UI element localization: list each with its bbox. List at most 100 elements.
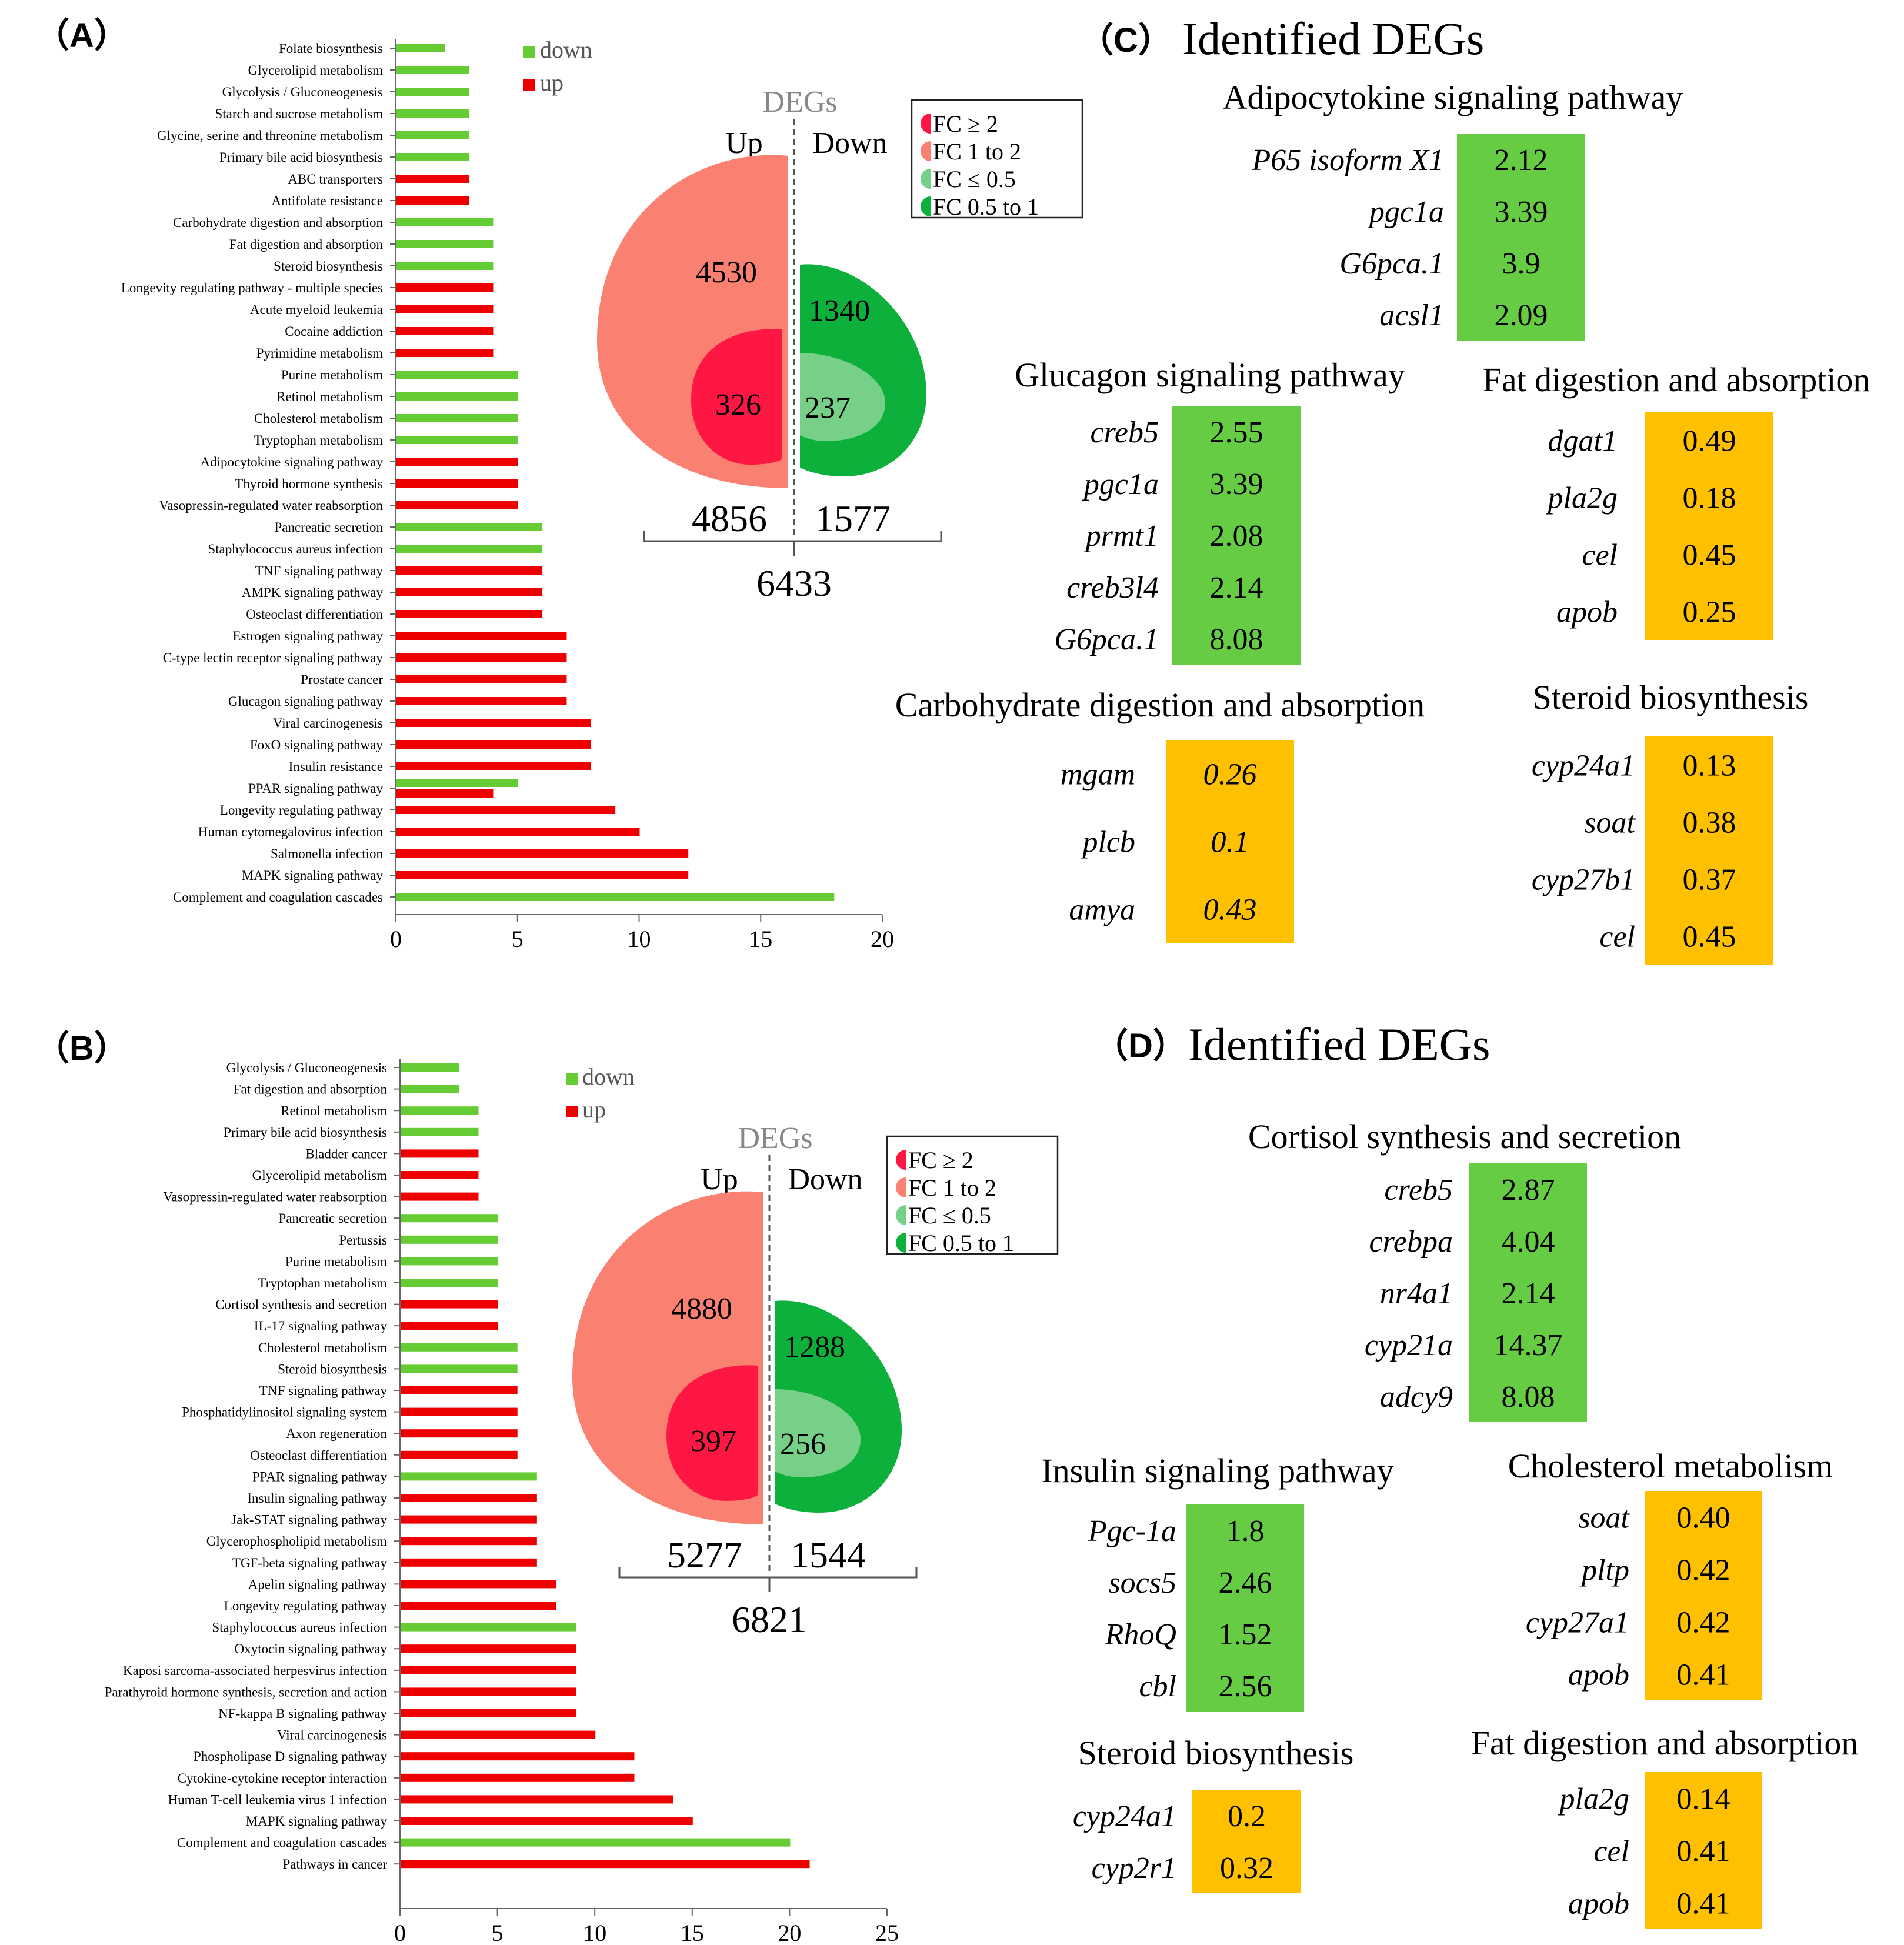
- fold-change-value: 0.40: [1677, 1502, 1730, 1535]
- fc-legend-swatch: [921, 196, 931, 216]
- legend-label-down: down: [540, 36, 592, 63]
- bar-up: [396, 828, 640, 836]
- fold-change-value: 0.14: [1677, 1783, 1730, 1816]
- pathway-title: Fat digestion and absorption: [1483, 361, 1870, 399]
- fold-change-value: 14.37: [1494, 1329, 1563, 1362]
- bar-up: [401, 1752, 635, 1761]
- deg-tables-d: Cortisol synthesis and secretion creb5 2.8…: [1041, 1117, 1858, 1929]
- bar-up: [401, 1666, 576, 1674]
- fc-legend-label: FC ≥ 2: [933, 111, 998, 137]
- category-label: Insulin resistance: [289, 759, 383, 774]
- category-label: ABC transporters: [288, 172, 383, 186]
- bar-down: [396, 893, 835, 901]
- pathway-title: Adipocytokine signaling pathway: [1223, 78, 1683, 116]
- x-tick-label: 20: [871, 926, 894, 952]
- bar-up: [396, 719, 591, 727]
- gene-name: cyp24a1: [1073, 1800, 1176, 1833]
- bar-down: [396, 44, 445, 52]
- gene-name: adcy9: [1380, 1380, 1453, 1414]
- category-label: Fat digestion and absorption: [229, 237, 384, 252]
- bar-up: [396, 632, 567, 640]
- bar-up: [396, 762, 591, 770]
- legend-swatch-down: [523, 46, 535, 58]
- category-label: Cholesterol metabolism: [254, 411, 383, 426]
- value-box: [1186, 1504, 1304, 1712]
- x-tick-label: 10: [583, 1920, 606, 1945]
- category-label: Phosphatidylinositol signaling system: [182, 1405, 387, 1420]
- category-label: Thyroid hormone synthesis: [235, 476, 383, 491]
- gene-name: creb3l4: [1066, 571, 1159, 605]
- category-label: Glycolysis / Gluconeogenesis: [226, 1060, 387, 1075]
- gene-name: RhoQ: [1105, 1618, 1176, 1652]
- fold-change-value: 0.45: [1683, 539, 1736, 572]
- up-inner-shape: [666, 1365, 758, 1501]
- legend-label-up: up: [540, 69, 563, 96]
- bar-up: [396, 458, 518, 466]
- down-inner-shape: [800, 353, 885, 441]
- bar-up: [401, 1644, 576, 1653]
- bar-up: [401, 1709, 576, 1717]
- value-box: [1645, 1491, 1762, 1700]
- gene-name: pgc1a: [1367, 195, 1444, 229]
- category-label: Longevity regulating pathway: [224, 1599, 388, 1613]
- fold-change-value: 3.39: [1210, 468, 1263, 501]
- category-label: Complement and coagulation cascades: [177, 1836, 387, 1850]
- bar-up: [396, 566, 543, 575]
- legend-label-up: up: [582, 1096, 606, 1123]
- category-label: C-type lectin receptor signaling pathway: [163, 650, 384, 665]
- bar-up: [401, 1149, 479, 1158]
- fold-change-value: 1.8: [1226, 1514, 1265, 1548]
- panel-title-c: Identified DEGs: [1182, 13, 1484, 64]
- gene-name: P65 isoform X1: [1252, 144, 1444, 177]
- fold-change-value: 8.08: [1210, 623, 1263, 656]
- gene-name: creb5: [1385, 1173, 1453, 1207]
- fc-legend-box: [886, 1135, 1059, 1255]
- up-inner-count: 326: [715, 388, 761, 422]
- fc-legend-swatch: [921, 114, 931, 134]
- bar-up: [396, 697, 567, 705]
- bar-down: [401, 1364, 518, 1373]
- category-label: Cocaine addiction: [285, 324, 383, 339]
- bar-up: [401, 1494, 537, 1502]
- category-label: Retinol metabolism: [276, 389, 383, 404]
- category-label: PPAR signaling pathway: [252, 1469, 388, 1484]
- fold-change-value: 2.12: [1495, 144, 1548, 177]
- fold-change-value: 2.56: [1219, 1670, 1272, 1703]
- fc-legend-label: FC ≤ 0.5: [933, 166, 1016, 192]
- fold-change-value: 2.14: [1502, 1277, 1555, 1310]
- category-label: Acute myeloid leukemia: [250, 302, 383, 317]
- fold-change-value: 0.41: [1677, 1659, 1730, 1692]
- gene-name: mgam: [1061, 758, 1135, 792]
- up-label: Up: [725, 126, 763, 160]
- bar-up: [401, 1817, 693, 1825]
- category-label: TNF signaling pathway: [255, 563, 384, 578]
- gene-name: cyp27b1: [1532, 863, 1635, 897]
- bar-down: [401, 1623, 576, 1632]
- down-label: Down: [812, 126, 887, 160]
- value-box: [1192, 1790, 1301, 1893]
- bar-down: [396, 523, 543, 531]
- fc-legend-label: FC 0.5 to 1: [908, 1230, 1014, 1256]
- down-inner-count: 237: [805, 391, 851, 425]
- bar-up: [401, 1687, 576, 1696]
- bar-down: [401, 1472, 537, 1481]
- category-label: Salmonella infection: [271, 846, 383, 861]
- down-total: 1577: [815, 498, 891, 539]
- pathway-title: Glucagon signaling pathway: [1015, 356, 1405, 394]
- fold-change-value: 4.04: [1502, 1225, 1555, 1259]
- gene-name: soat: [1584, 806, 1636, 840]
- gene-name: acsl1: [1379, 299, 1444, 332]
- category-label: Fat digestion and absorption: [234, 1082, 388, 1097]
- legend-swatch-up: [566, 1106, 578, 1117]
- category-label: Prostate cancer: [301, 672, 383, 687]
- gene-name: amya: [1069, 893, 1135, 927]
- bar-up: [396, 588, 543, 596]
- fc-legend-swatch: [896, 1233, 906, 1253]
- bar-down: [396, 153, 470, 161]
- category-label: FoxO signaling pathway: [250, 738, 384, 752]
- bar-up: [396, 806, 616, 814]
- category-label: Starch and sucrose metabolism: [215, 106, 383, 121]
- bar-down: [396, 131, 470, 139]
- x-tick-label: 5: [512, 926, 523, 952]
- down-outer-count: 1288: [784, 1330, 845, 1364]
